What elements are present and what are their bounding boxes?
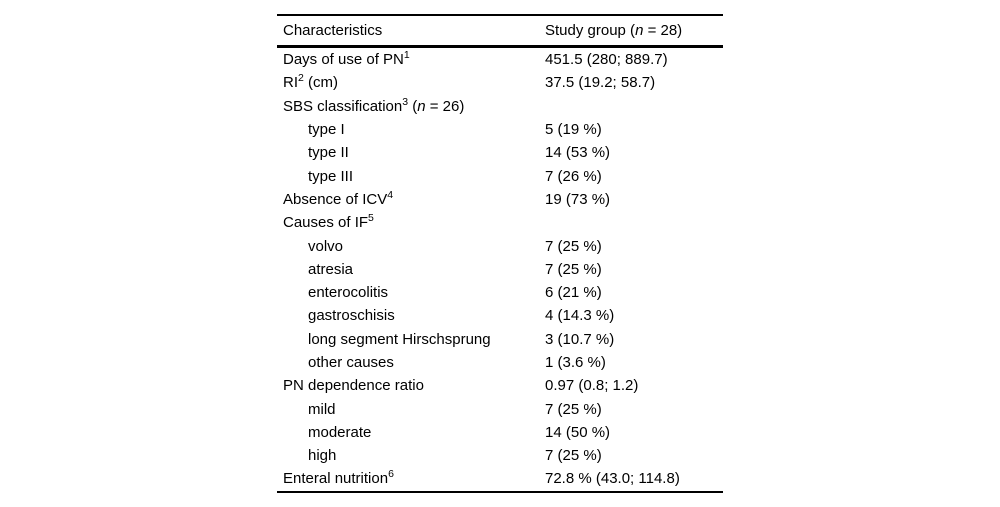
row-value: 3 (10.7 %) [545, 330, 615, 348]
row-label: long segment Hirschsprung [308, 330, 491, 348]
table-row: type III 7 (26 %) [277, 164, 723, 187]
row-label: Causes of IF5 [277, 212, 545, 232]
row-label-text: Enteral nutrition [283, 470, 389, 488]
footnote-marker: 1 [403, 49, 410, 62]
top-rule [277, 14, 723, 16]
row-label-text: Absence of ICV [283, 190, 388, 208]
row-label-tail: ( [408, 97, 418, 115]
table-row: enterocolitis 6 (21 %) [277, 281, 723, 304]
row-value: 7 (25 %) [545, 400, 602, 418]
table-row: SBS classification3 (n = 26) [277, 95, 723, 118]
row-value: 451.5 (280; 889.7) [545, 51, 668, 69]
row-label: Enteral nutrition6 [277, 468, 545, 488]
header-rule [277, 45, 723, 48]
table-row: Causes of IF5 [277, 211, 723, 234]
bottom-rule [277, 490, 723, 493]
footnote-marker: 5 [368, 212, 374, 225]
table-row: atresia 7 (25 %) [277, 258, 723, 281]
row-label: moderate [308, 423, 372, 441]
row-value: 14 (53 %) [545, 144, 611, 162]
row-value: 14 (50 %) [545, 423, 611, 441]
footnote-marker: 3 [402, 95, 409, 108]
header-study-group: Study group (n = 28) [545, 23, 723, 38]
row-label-text: Causes of IF [283, 214, 369, 232]
table-row: mild 7 (25 %) [277, 397, 723, 420]
table-row: Absence of ICV4 19 (73 %) [277, 188, 723, 211]
row-value: 0.97 (0.8; 1.2) [545, 377, 639, 395]
row-label: atresia [308, 260, 354, 278]
row-label: high [308, 447, 337, 465]
row-label: enterocolitis [308, 284, 389, 302]
row-label: SBS classification3 (n = 26) [277, 95, 545, 115]
table-row: long segment Hirschsprung 3 (10.7 %) [277, 328, 723, 351]
row-label-tail-post: = 26) [425, 97, 465, 115]
header-study-group-pre: Study group ( [545, 22, 636, 39]
row-label: Absence of ICV4 [277, 188, 545, 208]
row-label-text: Days of use of PN [283, 51, 404, 69]
header-study-group-post: = 28) [643, 22, 683, 39]
row-label: type I [308, 121, 345, 139]
table-row: type I 5 (19 %) [277, 118, 723, 141]
header-characteristics: Characteristics [283, 22, 383, 39]
header-n-italic: n [635, 22, 644, 39]
row-label: volvo [308, 237, 344, 255]
table-row: PN dependence ratio 0.97 (0.8; 1.2) [277, 374, 723, 397]
row-label: PN dependence ratio [283, 377, 424, 395]
row-value: 19 (73 %) [545, 190, 611, 208]
table-row: Days of use of PN1 451.5 (280; 889.7) [277, 48, 723, 71]
row-n-italic: n [417, 97, 426, 115]
row-value: 37.5 (19.2; 58.7) [545, 74, 656, 92]
characteristics-table: Characteristics Study group (n = 28) Day… [277, 14, 723, 493]
row-value: 5 (19 %) [545, 121, 602, 139]
table-row: other causes 1 (3.6 %) [277, 351, 723, 374]
table-header-row: Characteristics Study group (n = 28) [277, 16, 723, 45]
row-label: type II [308, 144, 349, 162]
row-value: 7 (26 %) [545, 167, 602, 185]
row-label-text: SBS classification [283, 97, 403, 115]
row-value: 1 (3.6 %) [545, 354, 606, 371]
table-row: gastroschisis 4 (14.3 %) [277, 304, 723, 327]
row-value: 6 (21 %) [545, 284, 602, 302]
table-row: moderate 14 (50 %) [277, 421, 723, 444]
row-value: 7 (25 %) [545, 447, 602, 465]
row-label: RI2 (cm) [277, 72, 545, 92]
table-row: RI2 (cm) 37.5 (19.2; 58.7) [277, 71, 723, 94]
row-value: 7 (25 %) [545, 260, 602, 278]
row-label: Days of use of PN1 [277, 49, 545, 69]
row-label-tail: (cm) [303, 74, 338, 92]
row-label: type III [308, 167, 354, 185]
row-label: gastroschisis [308, 307, 395, 325]
row-value: 7 (25 %) [545, 237, 602, 255]
row-label: mild [308, 400, 336, 418]
table-row: Enteral nutrition6 72.8 % (43.0; 114.8) [277, 467, 723, 490]
row-label-text: RI [283, 74, 298, 92]
table-row: volvo 7 (25 %) [277, 234, 723, 257]
table-row: high 7 (25 %) [277, 444, 723, 467]
row-value: 4 (14.3 %) [545, 307, 615, 325]
footnote-marker: 6 [388, 468, 394, 481]
table-row: type II 14 (53 %) [277, 141, 723, 164]
row-value: 72.8 % (43.0; 114.8) [545, 470, 680, 488]
row-label: other causes [308, 354, 394, 371]
footnote-marker: 4 [387, 188, 394, 201]
footnote-marker: 2 [298, 72, 304, 85]
